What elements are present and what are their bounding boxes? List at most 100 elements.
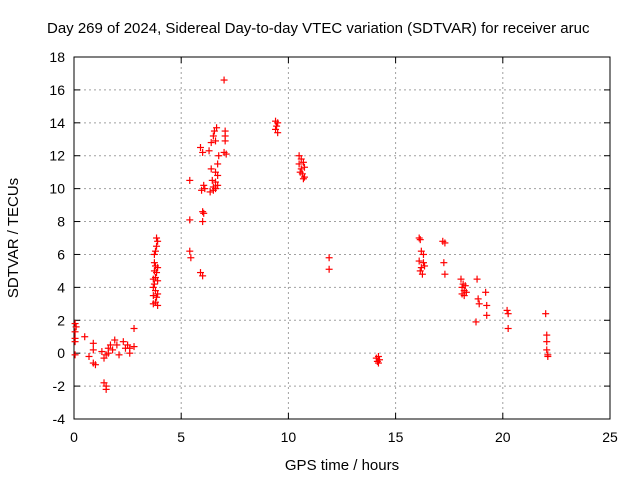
y-tick-label: -4 <box>53 411 66 427</box>
x-tick-label: 25 <box>602 429 618 445</box>
data-point <box>126 344 134 352</box>
x-tick-label: 0 <box>70 429 78 445</box>
data-point <box>462 288 470 296</box>
data-point <box>71 338 79 346</box>
axis-ticks: 0 5 10 15 20 25 -4 -2 0 2 4 6 8 10 12 14 16 18 <box>49 49 618 445</box>
y-tick-label: 8 <box>57 214 65 230</box>
data-point <box>416 236 424 244</box>
data-point <box>119 338 127 346</box>
data-point <box>214 181 222 189</box>
data-point <box>543 331 551 339</box>
data-point <box>441 239 449 247</box>
data-point <box>483 311 491 319</box>
data-point <box>472 318 480 326</box>
data-point <box>199 218 207 226</box>
data-point <box>71 320 79 328</box>
data-point <box>149 292 157 300</box>
data-point <box>483 301 491 309</box>
data-point <box>91 361 99 369</box>
data-point <box>504 310 512 318</box>
x-tick-label: 10 <box>281 429 297 445</box>
data-point <box>274 119 282 127</box>
data-point <box>115 351 123 359</box>
data-point <box>186 247 194 255</box>
data-point <box>221 137 229 145</box>
data-point <box>200 209 208 217</box>
data-point <box>153 242 161 250</box>
chart-title: Day 269 of 2024, Sidereal Day-to-day VTE… <box>47 20 590 37</box>
x-axis-label: GPS time / hours <box>285 457 399 474</box>
data-point <box>299 158 307 166</box>
data-point <box>273 122 281 130</box>
x-tick-label: 15 <box>388 429 404 445</box>
data-point <box>457 275 465 283</box>
data-point <box>212 137 220 145</box>
data-point <box>154 264 162 272</box>
data-point <box>419 250 427 258</box>
data-point <box>198 186 206 194</box>
data-point <box>297 165 305 173</box>
data-point <box>151 247 159 255</box>
data-point <box>419 259 427 267</box>
data-point <box>130 343 138 351</box>
data-point <box>130 325 138 332</box>
data-point <box>543 346 551 354</box>
x-tick-label: 20 <box>495 429 511 445</box>
data-point <box>106 341 114 349</box>
data-point <box>418 270 426 278</box>
data-point <box>102 385 110 393</box>
data-point <box>415 257 423 265</box>
data-point <box>154 237 162 245</box>
y-tick-label: 4 <box>57 279 65 295</box>
data-point <box>150 259 158 267</box>
data-point <box>187 254 195 262</box>
x-tick-label: 5 <box>177 429 185 445</box>
data-point <box>153 269 161 277</box>
data-point <box>71 328 79 336</box>
data-point <box>206 188 214 196</box>
y-axis-label: SDTVAR / TECUs <box>5 178 22 298</box>
data-point <box>154 301 162 309</box>
y-tick-label: 14 <box>49 115 65 131</box>
data-point <box>201 185 209 193</box>
data-point <box>98 348 106 356</box>
data-point <box>111 336 119 344</box>
data-point <box>85 352 93 360</box>
data-point <box>196 144 204 151</box>
data-point <box>150 280 158 288</box>
data-point <box>109 346 117 354</box>
data-point <box>207 165 215 173</box>
data-point <box>81 333 89 341</box>
data-point <box>222 150 230 158</box>
grid <box>74 57 610 419</box>
data-point <box>89 346 97 354</box>
data-point <box>209 132 217 140</box>
data-point <box>153 293 161 301</box>
data-point <box>440 259 448 267</box>
data-point <box>205 147 213 155</box>
data-point <box>374 352 382 360</box>
data-point <box>186 216 194 224</box>
data-point <box>186 176 194 184</box>
data-point <box>475 300 483 308</box>
data-point <box>199 148 207 156</box>
data-point <box>220 76 228 84</box>
y-tick-label: 2 <box>57 312 65 328</box>
y-tick-label: 6 <box>57 246 65 262</box>
data-point <box>543 338 551 346</box>
data-point <box>154 277 162 285</box>
data-point <box>274 129 282 137</box>
data-point <box>208 176 216 184</box>
data-point <box>213 124 221 132</box>
data-point <box>215 152 223 160</box>
data-point <box>544 352 552 360</box>
data-point <box>113 341 121 349</box>
data-point <box>207 139 215 147</box>
data-point <box>199 272 207 280</box>
data-point <box>71 351 79 359</box>
data-point <box>89 339 97 347</box>
y-tick-label: 10 <box>49 181 65 197</box>
data-point <box>214 160 222 168</box>
data-point <box>482 288 490 296</box>
